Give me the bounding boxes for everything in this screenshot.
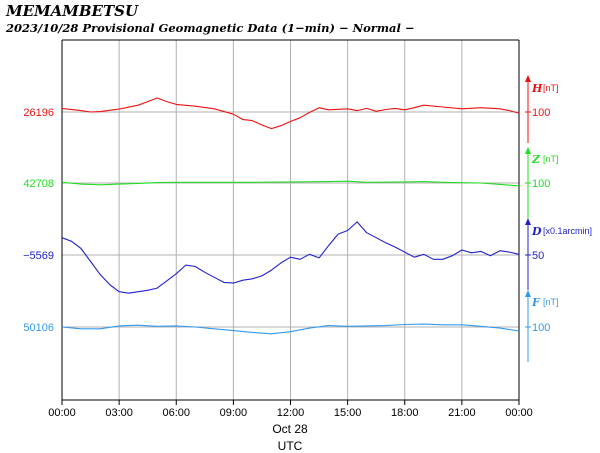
reference-labels: 26196 42708 −5569 50106 — [23, 107, 54, 334]
scale-label-d: 50 — [532, 250, 544, 262]
grid — [62, 40, 519, 400]
arrow-icon — [525, 147, 531, 154]
ref-value-z: 42708 — [23, 178, 54, 190]
scale-label-h: 100 — [532, 107, 550, 119]
series-h-line — [61, 97, 520, 130]
ref-value-h: 26196 — [23, 107, 54, 119]
x-tick-label: 09:00 — [220, 407, 248, 419]
x-axis-label: UTC — [278, 439, 303, 453]
series-f-line — [61, 323, 520, 335]
scale-label-f: 100 — [532, 322, 550, 334]
x-tick-label: 00:00 — [505, 407, 533, 419]
x-tick-label: 06:00 — [162, 407, 190, 419]
ref-value-d: −5569 — [23, 250, 54, 262]
arrow-icon — [525, 290, 531, 297]
x-tick-label: 00:00 — [48, 407, 76, 419]
series-d-line — [61, 221, 520, 294]
x-tick-label: 15:00 — [334, 407, 362, 419]
unit-label-h: [nT] — [543, 83, 559, 93]
series-lines — [61, 97, 520, 335]
unit-label-d: [x0.1arcmin] — [543, 226, 592, 236]
unit-label-f: [nT] — [543, 297, 559, 307]
unit-label-z: [nT] — [543, 154, 559, 164]
arrow-icon — [525, 75, 531, 82]
chart-title: MEMAMBETSU — [5, 2, 139, 20]
x-axis-ticks: 00:00 03:00 06:00 09:00 12:00 15:00 18:00 21:00… — [48, 400, 533, 419]
component-label-h: H — [531, 82, 543, 95]
x-tick-label: 18:00 — [391, 407, 419, 419]
component-label-d: D — [531, 225, 542, 238]
date-label: Oct 28 — [272, 422, 308, 436]
x-tick-label: 21:00 — [448, 407, 476, 419]
scale-label-z: 100 — [532, 178, 550, 190]
arrow-icon — [525, 218, 531, 225]
x-tick-label: 12:00 — [277, 407, 305, 419]
x-tick-label: 03:00 — [105, 407, 133, 419]
component-label-z: Z — [531, 153, 541, 166]
ref-value-f: 50106 — [23, 322, 54, 334]
series-z-line — [61, 180, 520, 187]
component-label-f: F — [531, 296, 541, 309]
chart-subtitle: 2023/10/28 Provisional Geomagnetic Data … — [5, 21, 415, 35]
